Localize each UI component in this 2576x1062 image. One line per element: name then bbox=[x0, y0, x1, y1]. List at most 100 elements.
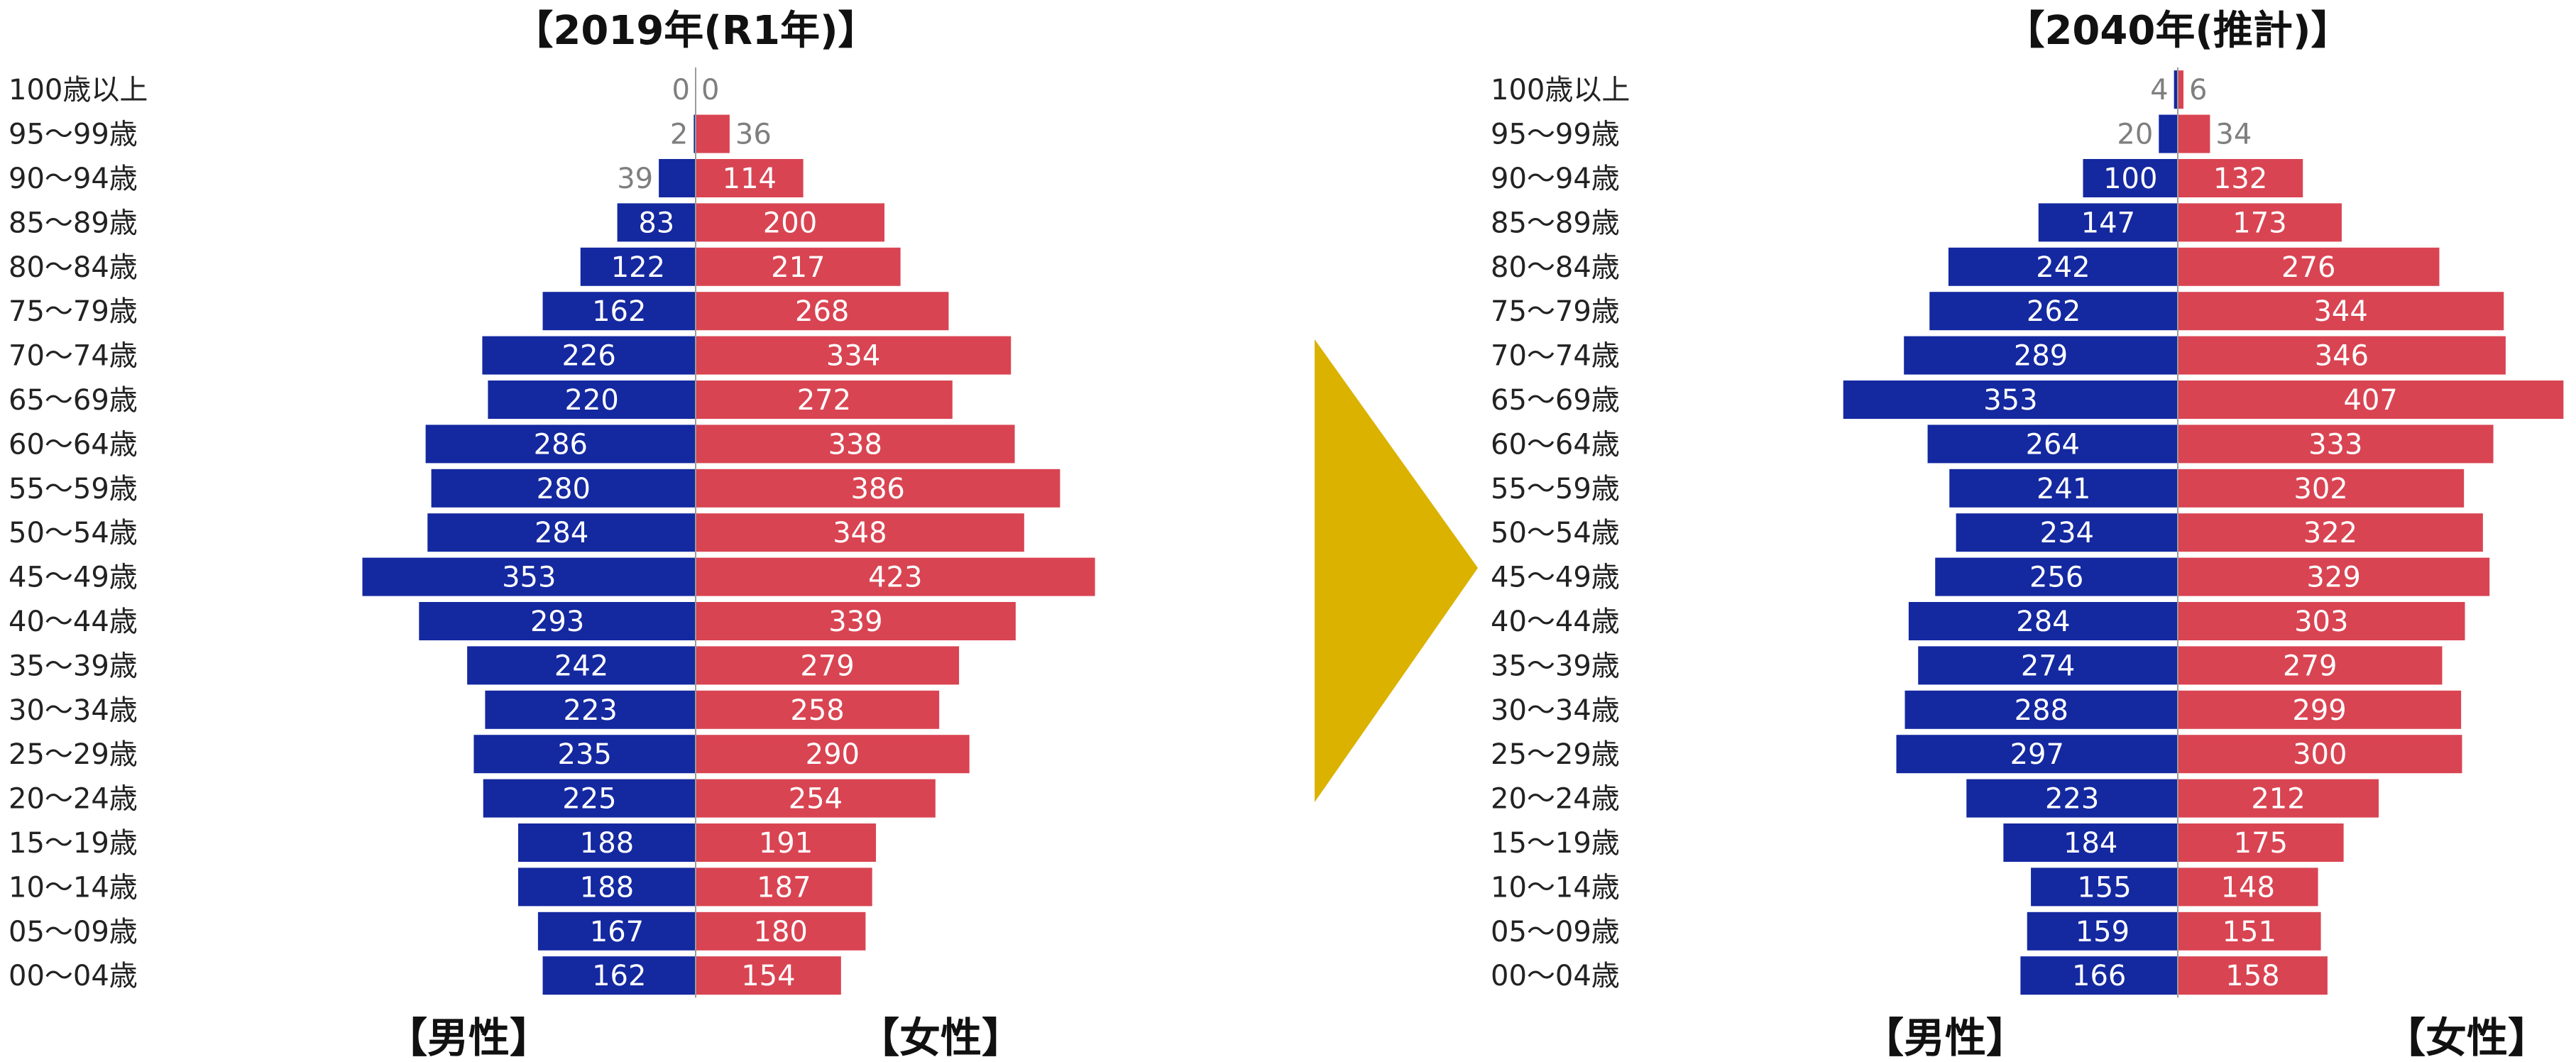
male-value-label: 264 bbox=[2026, 428, 2080, 461]
female-value-label: 114 bbox=[723, 163, 777, 195]
female-value-label: 300 bbox=[2293, 738, 2347, 771]
male-bar bbox=[517, 823, 696, 862]
age-label: 95～99歳 bbox=[1491, 119, 1620, 151]
age-label: 70～74歳 bbox=[9, 340, 138, 373]
female-legend-label: 【女性】 bbox=[2384, 1014, 2549, 1062]
male-value-label: 162 bbox=[592, 295, 646, 328]
male-bar bbox=[1935, 557, 2178, 596]
female-bar bbox=[2178, 114, 2210, 153]
male-bar bbox=[659, 159, 696, 197]
female-value-label: 346 bbox=[2315, 340, 2369, 373]
female-bar bbox=[2178, 779, 2379, 818]
age-label: 35～39歳 bbox=[1491, 650, 1620, 682]
female-value-label: 333 bbox=[2308, 428, 2362, 461]
female-bar bbox=[696, 336, 1012, 375]
male-bar bbox=[1843, 381, 2178, 419]
female-bar bbox=[2178, 336, 2506, 375]
pyramid-chart-2019: 【2019年(R1年)】 100歳以上 0 0 95～99歳 2 36 90～94歳 39 114… bbox=[9, 8, 1095, 1062]
age-label: 80～84歳 bbox=[9, 251, 138, 284]
age-label: 100歳以上 bbox=[1491, 74, 1630, 106]
female-value-label: 0 bbox=[701, 74, 719, 106]
male-bar bbox=[2159, 114, 2178, 153]
male-bar bbox=[483, 779, 696, 818]
male-bar bbox=[1918, 646, 2178, 685]
female-bar bbox=[696, 602, 1016, 640]
female-value-label: 6 bbox=[2189, 74, 2207, 106]
female-bar bbox=[696, 469, 1060, 508]
female-bar bbox=[696, 779, 936, 818]
female-bar bbox=[2178, 602, 2465, 640]
male-value-label: 297 bbox=[2010, 738, 2064, 771]
age-label: 60～64歳 bbox=[1491, 428, 1620, 461]
pyramid-chart-2040: 【2040年(推計)】 100歳以上 4 6 95～99歳 20 34 90～94歳 100 13… bbox=[1491, 8, 2564, 1062]
age-label: 65～69歳 bbox=[9, 384, 138, 417]
female-bar bbox=[2178, 912, 2321, 951]
male-bar bbox=[362, 557, 696, 596]
male-bar bbox=[485, 690, 696, 729]
female-bar bbox=[696, 425, 1015, 464]
female-bar bbox=[2178, 513, 2483, 552]
male-value-label: 225 bbox=[562, 783, 616, 816]
male-value-label: 155 bbox=[2077, 871, 2131, 904]
male-value-label: 188 bbox=[580, 871, 634, 904]
male-bar bbox=[537, 912, 696, 951]
age-label: 55～59歳 bbox=[1491, 473, 1620, 505]
female-bar bbox=[696, 513, 1024, 552]
age-label: 70～74歳 bbox=[1491, 340, 1620, 373]
male-bar bbox=[1929, 292, 2178, 331]
female-value-label: 303 bbox=[2294, 606, 2348, 638]
age-label: 25～29歳 bbox=[1491, 738, 1620, 771]
female-bar bbox=[696, 247, 901, 286]
male-value-label: 188 bbox=[580, 827, 634, 860]
male-value-label: 147 bbox=[2081, 207, 2135, 239]
female-value-label: 212 bbox=[2251, 783, 2305, 816]
female-value-label: 254 bbox=[789, 783, 843, 816]
male-bar bbox=[1949, 469, 2178, 508]
female-value-label: 290 bbox=[806, 738, 860, 771]
female-value-label: 173 bbox=[2232, 207, 2286, 239]
age-label: 95～99歳 bbox=[9, 119, 138, 151]
male-bar bbox=[473, 735, 696, 774]
female-value-label: 187 bbox=[757, 871, 811, 904]
age-label: 85～89歳 bbox=[1491, 207, 1620, 239]
age-label: 50～54歳 bbox=[1491, 517, 1620, 549]
female-value-label: 191 bbox=[759, 827, 813, 860]
age-label: 20～24歳 bbox=[9, 783, 138, 816]
male-value-label: 100 bbox=[2103, 163, 2157, 195]
age-label: 60～64歳 bbox=[9, 428, 138, 461]
male-value-label: 122 bbox=[611, 251, 665, 284]
male-bar bbox=[467, 646, 696, 685]
female-bar bbox=[2178, 646, 2443, 685]
female-value-label: 217 bbox=[771, 251, 825, 284]
chart-title-2040: 【2040年(推計)】 bbox=[2005, 8, 2350, 54]
female-value-label: 154 bbox=[741, 960, 795, 992]
female-value-label: 423 bbox=[868, 562, 922, 594]
male-bar bbox=[2031, 867, 2178, 907]
male-value-label: 162 bbox=[592, 960, 646, 992]
male-value-label: 39 bbox=[617, 163, 653, 195]
female-value-label: 329 bbox=[2306, 562, 2360, 594]
female-bar bbox=[696, 912, 866, 951]
male-value-label: 288 bbox=[2015, 694, 2068, 727]
female-bar bbox=[2178, 867, 2318, 907]
male-value-label: 293 bbox=[530, 606, 584, 638]
male-value-label: 262 bbox=[2027, 295, 2081, 328]
male-value-label: 4 bbox=[2150, 74, 2168, 106]
female-bar bbox=[696, 735, 970, 774]
male-bar bbox=[1896, 735, 2178, 774]
female-bar bbox=[2178, 823, 2344, 862]
male-value-label: 353 bbox=[1983, 384, 2037, 417]
male-bar bbox=[1904, 690, 2178, 729]
age-label: 45～49歳 bbox=[9, 562, 138, 594]
age-label: 35～39歳 bbox=[9, 650, 138, 682]
age-label: 10～14歳 bbox=[9, 871, 138, 904]
transition-arrow bbox=[1315, 339, 1478, 802]
age-label: 80～84歳 bbox=[1491, 251, 1620, 284]
male-bar bbox=[617, 203, 696, 242]
female-bar bbox=[696, 867, 872, 907]
male-bar bbox=[2020, 956, 2178, 995]
female-value-label: 338 bbox=[828, 428, 882, 461]
female-bar bbox=[696, 203, 884, 242]
female-bar bbox=[2178, 557, 2490, 596]
male-bar bbox=[1904, 336, 2178, 375]
